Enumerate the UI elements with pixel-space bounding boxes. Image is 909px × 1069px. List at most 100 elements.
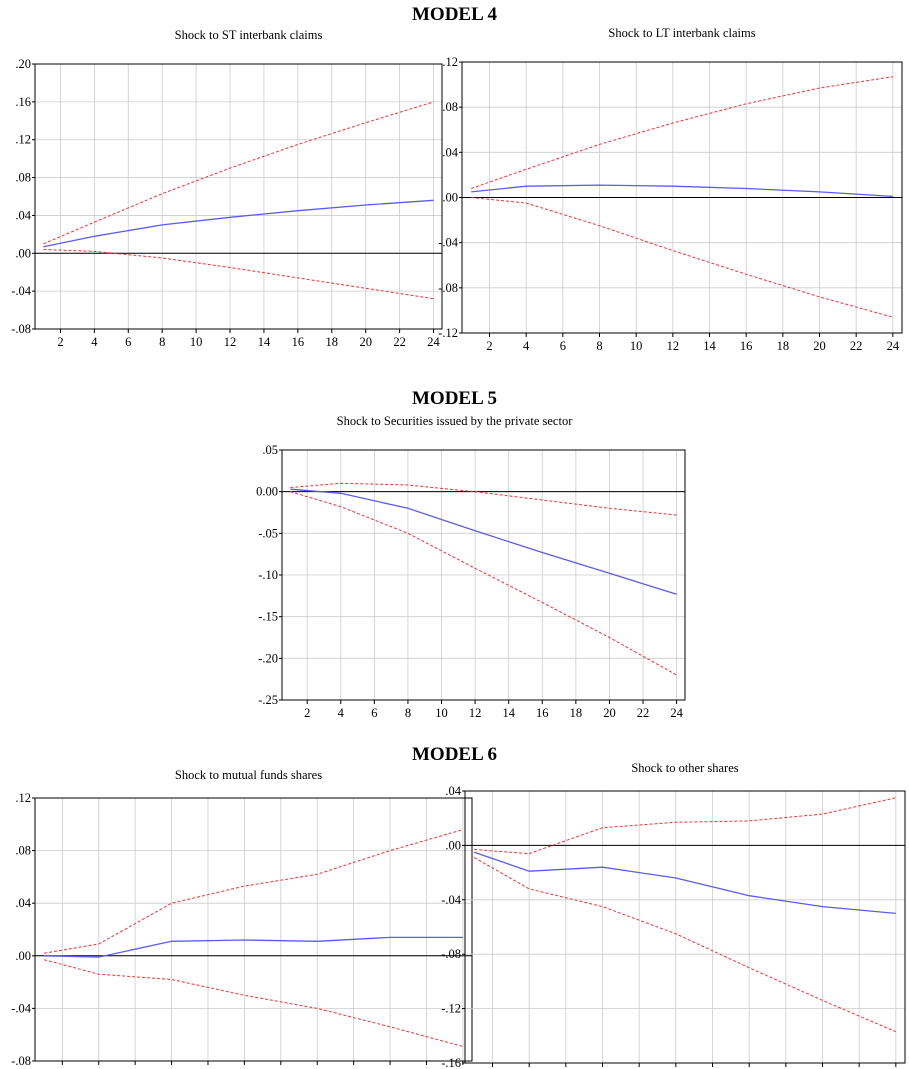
x-tick-label: 16 bbox=[536, 706, 549, 720]
x-tick-label: 4 bbox=[91, 335, 98, 349]
x-tick-label: 2 bbox=[57, 335, 63, 349]
series-response-line bbox=[471, 184, 893, 198]
y-tick-label: .16 bbox=[15, 95, 31, 109]
x-tick-label: 10 bbox=[630, 339, 643, 353]
series-upper-line bbox=[471, 76, 893, 189]
x-tick-label: 6 bbox=[132, 1067, 138, 1069]
y-tick-label: -.04 bbox=[11, 284, 32, 298]
chart-2: -.12-.08-.04.00.04.08.122 4 6 8 10 12 14 16 18 20… bbox=[438, 55, 903, 353]
x-tick-label: 8 bbox=[168, 1067, 174, 1069]
x-tick-label: 18 bbox=[777, 339, 790, 353]
y-tick-label: .00 bbox=[15, 949, 31, 963]
chart-1: -.08-.04.00.04.08.12.16.202 4 6 8 10 12 14 16 18… bbox=[11, 57, 443, 349]
series-lower-line bbox=[290, 491, 677, 676]
x-tick-label: 8 bbox=[596, 339, 602, 353]
x-tick-label: 14 bbox=[502, 706, 515, 720]
chart-5-title: Shock to other shares bbox=[631, 761, 739, 775]
x-tick-label: 4 bbox=[338, 706, 345, 720]
x-tick-label: 14 bbox=[703, 339, 716, 353]
plot-frame bbox=[464, 790, 906, 1064]
series-lower-line bbox=[471, 197, 893, 318]
y-tick-label: -.20 bbox=[258, 651, 278, 665]
chart-2-title: Shock to LT interbank claims bbox=[608, 26, 756, 40]
y-tick-label: -.10 bbox=[258, 568, 278, 582]
x-tick-label: 2 bbox=[304, 706, 310, 720]
x-tick-label: 18 bbox=[570, 706, 583, 720]
y-tick-label: .08 bbox=[15, 844, 31, 858]
x-tick-label: 18 bbox=[347, 1067, 360, 1069]
plot-frame bbox=[34, 797, 473, 1062]
y-tick-label: -.12 bbox=[441, 1002, 461, 1016]
x-tick-label: 12 bbox=[667, 339, 680, 353]
x-tick-label: 10 bbox=[202, 1067, 215, 1069]
x-tick-label: 16 bbox=[292, 335, 305, 349]
x-tick-label: 24 bbox=[887, 339, 900, 353]
y-tick-label: .04 bbox=[15, 208, 31, 222]
x-tick-label: 22 bbox=[420, 1067, 433, 1069]
y-tick-label: 0.00 bbox=[256, 485, 278, 499]
x-tick-label: 4 bbox=[523, 339, 530, 353]
y-tick-label: -.15 bbox=[258, 610, 278, 624]
y-tick-label: -.05 bbox=[258, 526, 278, 540]
x-tick-label: 10 bbox=[435, 706, 448, 720]
x-tick-label: 8 bbox=[159, 335, 165, 349]
y-tick-label: -.25 bbox=[258, 693, 278, 707]
y-tick-label: .00 bbox=[15, 246, 31, 260]
y-tick-label: .00 bbox=[445, 838, 461, 852]
y-tick-label: .12 bbox=[15, 133, 31, 147]
y-tick-label: .00 bbox=[442, 191, 458, 205]
y-tick-label: .20 bbox=[15, 57, 31, 71]
x-tick-label: 2 bbox=[59, 1067, 65, 1069]
y-tick-label: .12 bbox=[442, 55, 458, 69]
chart-3: -.25-.20-.15-.10-.050.00.052 4 6 8 10 12 14 16 1… bbox=[256, 443, 686, 720]
series-upper-line bbox=[43, 101, 434, 245]
series-response-line bbox=[290, 488, 677, 595]
x-tick-label: 20 bbox=[359, 335, 372, 349]
x-tick-label: 10 bbox=[190, 335, 203, 349]
x-tick-label: 2 bbox=[486, 339, 492, 353]
x-tick-label: 6 bbox=[560, 339, 566, 353]
x-tick-label: 24 bbox=[427, 335, 440, 349]
y-tick-label: .04 bbox=[445, 784, 461, 798]
series-lower-line bbox=[43, 959, 464, 1047]
y-tick-label: -.04 bbox=[11, 1001, 32, 1015]
model-6-title: MODEL 6 bbox=[412, 744, 497, 765]
x-tick-label: 22 bbox=[393, 335, 406, 349]
y-tick-label: -.16 bbox=[441, 1056, 461, 1069]
x-tick-label: 20 bbox=[384, 1067, 397, 1069]
chart-3-title: Shock to Securities issued by the privat… bbox=[336, 414, 573, 428]
y-tick-label: -.04 bbox=[441, 893, 462, 907]
x-tick-label: 6 bbox=[371, 706, 377, 720]
x-tick-label: 6 bbox=[125, 335, 131, 349]
series-lower-line bbox=[43, 249, 434, 300]
y-tick-label: -.08 bbox=[441, 947, 461, 961]
y-tick-label: -.04 bbox=[438, 236, 459, 250]
x-tick-label: 18 bbox=[326, 335, 339, 349]
y-tick-label: .12 bbox=[15, 791, 31, 805]
y-tick-label: .08 bbox=[442, 100, 458, 114]
x-tick-label: 12 bbox=[469, 706, 482, 720]
model-5-title: MODEL 5 bbox=[412, 388, 497, 409]
x-tick-label: 24 bbox=[457, 1067, 470, 1069]
x-tick-label: 22 bbox=[850, 339, 863, 353]
plot-frame bbox=[34, 63, 443, 330]
x-tick-label: 20 bbox=[603, 706, 616, 720]
y-tick-label: .04 bbox=[15, 896, 31, 910]
series-response-line bbox=[473, 851, 896, 915]
x-tick-label: 12 bbox=[224, 335, 237, 349]
chart-4-title: Shock to mutual funds shares bbox=[174, 768, 323, 782]
x-tick-label: 22 bbox=[637, 706, 650, 720]
chart-5: -.16-.12-.08-.04.00.04246810121416182022… bbox=[441, 784, 906, 1069]
x-tick-label: 12 bbox=[238, 1067, 251, 1069]
x-tick-label: 4 bbox=[96, 1067, 103, 1069]
x-tick-label: 8 bbox=[405, 706, 411, 720]
x-tick-label: 16 bbox=[740, 339, 753, 353]
series-upper-line bbox=[474, 797, 896, 855]
x-tick-label: 24 bbox=[670, 706, 683, 720]
series-lower-line bbox=[473, 857, 896, 1033]
series-upper-line bbox=[290, 482, 677, 516]
model-4-title: MODEL 4 bbox=[412, 4, 497, 25]
series-response-line bbox=[43, 199, 434, 248]
